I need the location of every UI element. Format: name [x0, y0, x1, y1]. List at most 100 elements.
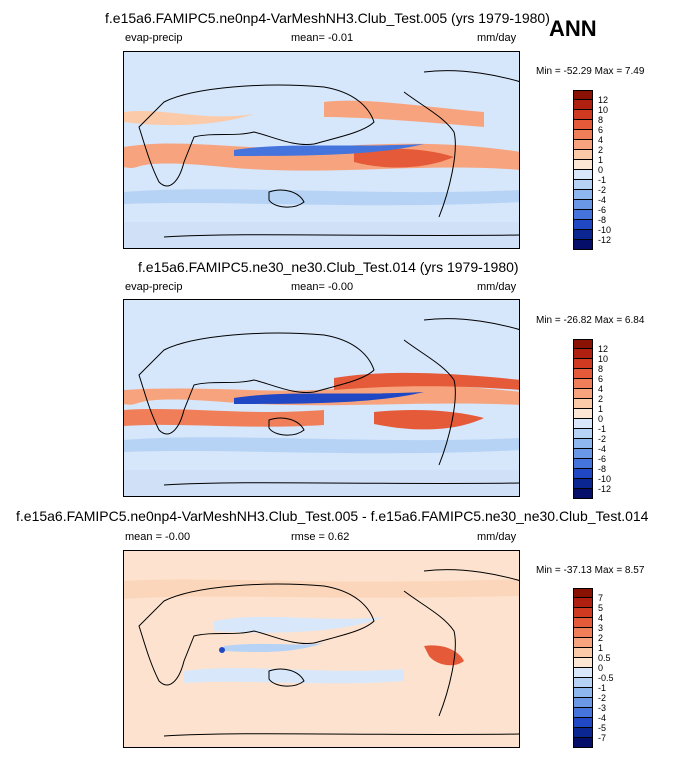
panel-3-colorbar [573, 588, 593, 748]
panel-1-minmax: Min = -52.29 Max = 7.49 [536, 66, 645, 77]
panel-2-colorbar-swatch [573, 339, 593, 349]
panel-1-title: f.e15a6.FAMIPC5.ne0np4-VarMeshNH3.Club_T… [105, 10, 550, 26]
panel-1-colorbar-label: -1 [598, 175, 607, 185]
panel-3-colorbar-swatch [573, 678, 593, 688]
panel-1-mean-label: mean= -0.01 [291, 32, 354, 44]
panel-2-colorbar-label: -1 [598, 424, 607, 434]
panel-1-colorbar-swatch [573, 230, 593, 240]
panel-3-colorbar-swatch [573, 738, 593, 748]
panel-2-map [123, 299, 520, 497]
panel-1-colorbar-swatch [573, 100, 593, 110]
panel-1-colorbar-label: -6 [598, 205, 607, 215]
panel-2-colorbar-label: -4 [598, 444, 607, 454]
panel-2-mean-label: mean= -0.00 [291, 281, 354, 293]
panel-1-colorbar-swatch [573, 220, 593, 230]
panel-1-colorbar-swatch [573, 90, 593, 100]
panel-2-colorbar-label: -8 [598, 464, 607, 474]
panel-3-colorbar-label: 0 [598, 663, 604, 673]
panel-2-colorbar-swatch [573, 349, 593, 359]
panel-2-colorbar-swatch [573, 379, 593, 389]
panel-1-colorbar-label: 12 [598, 95, 609, 105]
panel-3-colorbar-label: 1 [598, 643, 604, 653]
panel-2-colorbar-label: -6 [598, 454, 607, 464]
panel-2-colorbar-label: -2 [598, 434, 607, 444]
season-label: ANN [549, 16, 597, 41]
panel-1-colorbar-swatch [573, 200, 593, 210]
panel-2-colorbar-label: 10 [598, 354, 609, 364]
panel-2-colorbar-swatch [573, 479, 593, 489]
panel-1-colorbar-swatch [573, 190, 593, 200]
panel-1-colorbar-swatch [573, 140, 593, 150]
panel-1-colorbar-swatch [573, 160, 593, 170]
panel-2-colorbar-label: -12 [598, 484, 612, 494]
panel-1-colorbar-label: -4 [598, 195, 607, 205]
panel-2-colorbar-swatch [573, 459, 593, 469]
panel-3-colorbar-swatch [573, 708, 593, 718]
panel-2-colorbar-label: 12 [598, 344, 609, 354]
panel-2-colorbar-swatch [573, 429, 593, 439]
panel-3-rmse-label: rmse = 0.62 [291, 531, 350, 543]
panel-1-colorbar [573, 90, 593, 250]
panel-3-colorbar-swatch [573, 608, 593, 618]
panel-1-variable-label: evap-precip [125, 32, 183, 44]
panel-2-minmax: Min = -26.82 Max = 6.84 [536, 315, 645, 326]
panel-3-colorbar-label: 2 [598, 633, 604, 643]
panel-1-colorbar-swatch [573, 150, 593, 160]
panel-2-colorbar [573, 339, 593, 499]
panel-3-colorbar-swatch [573, 658, 593, 668]
panel-3-minmax: Min = -37.13 Max = 8.57 [536, 565, 645, 576]
panel-3-colorbar-swatch [573, 648, 593, 658]
panel-3-colorbar-swatch [573, 668, 593, 678]
panel-2-colorbar-swatch [573, 469, 593, 479]
panel-1-colorbar-label: 1 [598, 155, 604, 165]
panel-3-colorbar-label: -7 [598, 733, 607, 743]
panel-2-colorbar-label: -10 [598, 474, 612, 484]
panel-3-colorbar-swatch [573, 728, 593, 738]
panel-3-map [123, 550, 520, 748]
panel-2-colorbar-swatch [573, 489, 593, 499]
panel-1-colorbar-label: -8 [598, 215, 607, 225]
panel-3-colorbar-swatch [573, 618, 593, 628]
panel-1-colorbar-label: 8 [598, 115, 604, 125]
panel-1-colorbar-label: 0 [598, 165, 604, 175]
panel-1-colorbar-label: 6 [598, 125, 604, 135]
panel-3-colorbar-swatch [573, 718, 593, 728]
panel-3-colorbar-swatch [573, 638, 593, 648]
panel-2-colorbar-label: 4 [598, 384, 604, 394]
panel-2-units-label: mm/day [477, 281, 517, 293]
panel-3-colorbar-swatch [573, 588, 593, 598]
panel-2-variable-label: evap-precip [125, 281, 183, 293]
panel-3-mean-label: mean = -0.00 [125, 531, 191, 543]
panel-1-colorbar-swatch [573, 170, 593, 180]
panel-2-colorbar-swatch [573, 409, 593, 419]
panel-1-colorbar-swatch [573, 180, 593, 190]
panel-3-colorbar-swatch [573, 688, 593, 698]
panel-1-units-label: mm/day [477, 32, 517, 44]
panel-1-colorbar-swatch [573, 110, 593, 120]
panel-3-colorbar-label: 3 [598, 623, 604, 633]
panel-3-colorbar-swatch [573, 598, 593, 608]
panel-1-colorbar-label: -10 [598, 225, 612, 235]
panel-3-colorbar-label: -1 [598, 683, 607, 693]
panel-1-colorbar-label: -12 [598, 235, 612, 245]
panel-3-colorbar-label: 5 [598, 603, 604, 613]
panel-3-colorbar-label: -3 [598, 703, 607, 713]
panel-2-colorbar-swatch [573, 419, 593, 429]
panel-2-colorbar-swatch [573, 449, 593, 459]
panel-2-title: f.e15a6.FAMIPC5.ne30_ne30.Club_Test.014 … [138, 259, 519, 275]
panel-1-colorbar-label: 10 [598, 105, 609, 115]
panel-2-colorbar-swatch [573, 359, 593, 369]
panel-2-colorbar-swatch [573, 389, 593, 399]
panel-2-colorbar-label: 6 [598, 374, 604, 384]
panel-2-colorbar-swatch [573, 439, 593, 449]
panel-3-colorbar-label: 4 [598, 613, 604, 623]
panel-1-colorbar-swatch [573, 120, 593, 130]
panel-3-colorbar-swatch [573, 698, 593, 708]
panel-3-colorbar-label: -5 [598, 723, 607, 733]
panel-3-colorbar-label: -2 [598, 693, 607, 703]
panel-1-colorbar-swatch [573, 240, 593, 250]
panel-3-colorbar-label: 7 [598, 593, 604, 603]
panel-2-colorbar-swatch [573, 369, 593, 379]
panel-3-units-label: mm/day [477, 531, 517, 543]
panel-1-map [123, 51, 520, 249]
